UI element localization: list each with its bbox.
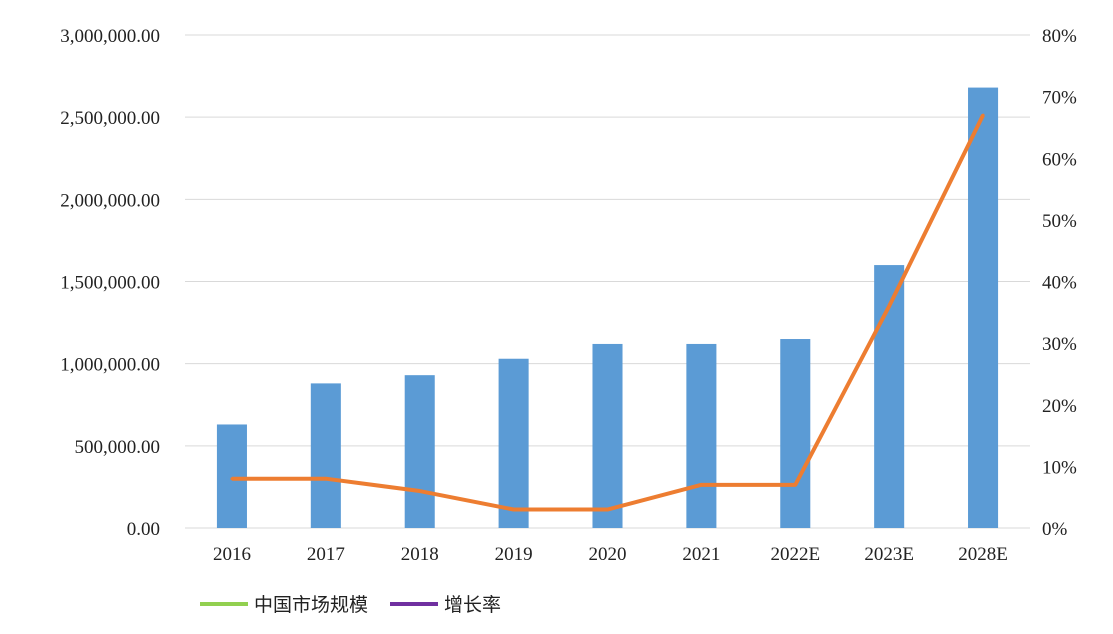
bar [968, 87, 999, 528]
x-tick-label: 2020 [589, 544, 627, 565]
growth-rate-point [981, 113, 985, 117]
legend-swatch-growth-rate [390, 601, 439, 606]
growth-rate-point [230, 477, 234, 481]
legend-swatch-market-size [200, 601, 248, 606]
y-left-tick-label: 2,500,000.00 [60, 108, 160, 129]
growth-rate-point [793, 483, 797, 487]
bar [404, 375, 435, 528]
x-tick-label: 2019 [495, 544, 533, 565]
y-left-tick-label: 1,500,000.00 [60, 273, 160, 294]
y-right-tick-label: 50% [1042, 211, 1077, 232]
x-tick-label: 2022E [770, 544, 820, 565]
y-right-tick-label: 20% [1042, 396, 1077, 417]
growth-rate-point [887, 304, 891, 308]
y-left-tick-label: 500,000.00 [75, 437, 161, 458]
bar [310, 383, 341, 528]
x-tick-label: 2018 [401, 544, 439, 565]
legend-label-market-size: 中国市场规模 [254, 594, 369, 616]
legend: 中国市场规模 增长率 [200, 590, 501, 617]
legend-item-growth-rate: 增长率 [390, 590, 501, 617]
bar [592, 343, 623, 528]
x-tick-label: 2016 [213, 544, 251, 565]
growth-rate-point [324, 477, 328, 481]
legend-item-market-size: 中国市场规模 [200, 590, 368, 617]
bar [686, 343, 717, 528]
y-right-tick-label: 30% [1042, 334, 1077, 355]
y-left-tick-label: 2,000,000.00 [60, 190, 160, 211]
bar [780, 339, 811, 528]
y-left-tick-label: 3,000,000.00 [60, 26, 160, 47]
y-right-tick-label: 80% [1042, 26, 1077, 47]
y-right-tick-label: 70% [1042, 88, 1077, 109]
chart-svg: 3,000,000.00 2,500,000.00 2,000,000.00 1,50… [60, 26, 1077, 565]
y-right-tick-label: 0% [1042, 519, 1068, 540]
y-left-tick-label: 0.00 [127, 519, 160, 540]
growth-rate-point [418, 489, 422, 493]
y-left-tick-label: 1,000,000.00 [60, 355, 160, 376]
x-tick-label: 2023E [864, 544, 914, 565]
y-right-tick-label: 40% [1042, 273, 1077, 294]
growth-rate-point [606, 508, 609, 512]
growth-rate-point [512, 508, 516, 512]
legend-label-growth-rate: 增长率 [444, 594, 502, 616]
growth-rate-point [699, 483, 703, 487]
bar [498, 358, 529, 528]
y-right-tick-label: 60% [1042, 149, 1077, 170]
bar [216, 424, 247, 528]
x-tick-label: 2017 [307, 544, 345, 565]
x-tick-label: 2021 [682, 544, 720, 565]
x-tick-label: 2028E [958, 544, 1008, 565]
y-right-tick-label: 10% [1042, 457, 1077, 478]
